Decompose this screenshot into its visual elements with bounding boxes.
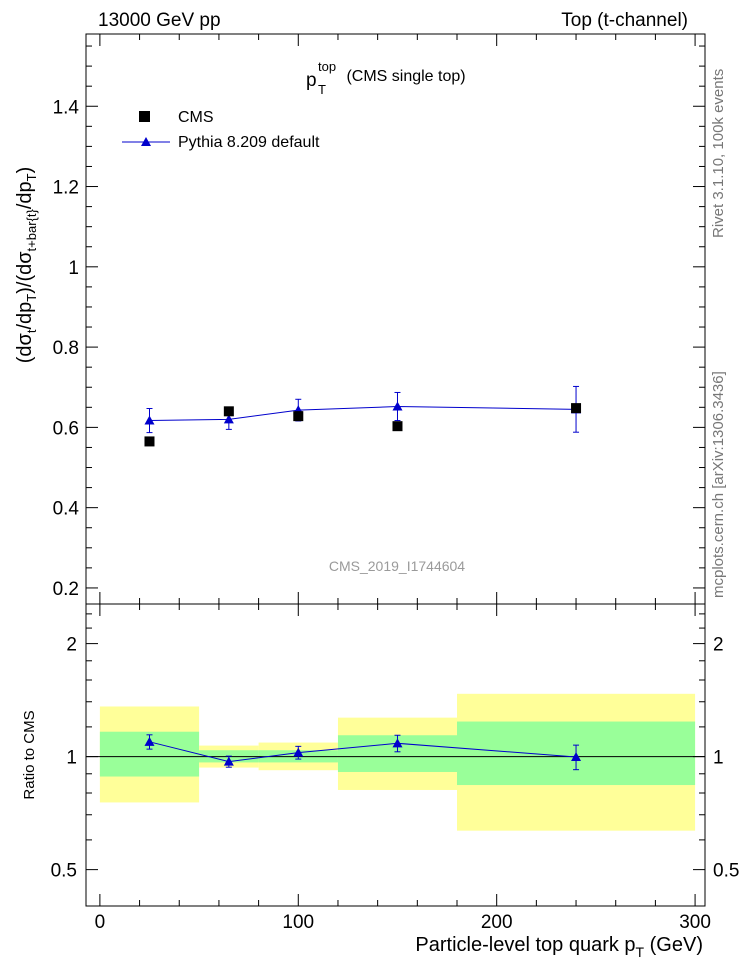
cms-point xyxy=(144,436,155,447)
main-ytick-label-3: 0.8 xyxy=(53,338,79,359)
ratio-ytick-label-left-2: 2 xyxy=(66,635,77,656)
pythia-point xyxy=(144,415,155,425)
ratio-ytick-label-right-1: 1 xyxy=(713,748,724,769)
xtick-label-3: 300 xyxy=(679,912,711,933)
xlabel-main: Particle-level top quark p xyxy=(415,934,635,956)
ratio-bands xyxy=(99,693,696,831)
xtick-label-0: 0 xyxy=(95,912,106,933)
pythia-line xyxy=(149,406,577,422)
legend-label-pythia: Pythia 8.209 default xyxy=(178,134,320,151)
svg-text:p: p xyxy=(306,70,317,91)
xlabel: Particle-level top quark pT (GeV) xyxy=(415,934,703,960)
analysis-watermark: CMS_2019_I1744604 xyxy=(329,558,465,574)
header-right: Top (t-channel) xyxy=(561,10,688,31)
xlabel-sub: T xyxy=(636,944,645,960)
ratio-ylabel: Ratio to CMS xyxy=(21,710,38,799)
xtick-label-2: 200 xyxy=(481,912,513,933)
title-main: p xyxy=(306,70,317,91)
ratio-pythia-point xyxy=(144,736,155,746)
main-ytick-label-1: 0.4 xyxy=(53,499,80,520)
rivet-label: Rivet 3.1.10, 100k events xyxy=(710,69,727,238)
ratio-pythia-point xyxy=(392,738,403,748)
cms-point xyxy=(571,403,582,414)
main-ylabel: (dσt/dpT)/(dσt+bar{t}/dpT) xyxy=(14,167,39,364)
pythia-point xyxy=(392,401,403,411)
legend-marker-pythia xyxy=(141,137,151,146)
ratio-pythia-point xyxy=(223,756,234,766)
title-rest: (CMS single top) xyxy=(342,68,466,85)
ratio-pythia-point xyxy=(293,747,304,757)
ratio-series xyxy=(144,734,582,771)
cms-point xyxy=(223,406,234,417)
title-sub: T xyxy=(318,82,326,97)
title-sup: top xyxy=(318,59,336,74)
pythia-point xyxy=(223,414,234,424)
main-ytick-label-6: 1.4 xyxy=(53,97,80,118)
legend-label-cms: CMS xyxy=(178,109,214,126)
xlabel-rest: (GeV) xyxy=(644,934,703,956)
header-left: 13000 GeV pp xyxy=(98,10,221,31)
ratio-plot-frame xyxy=(85,603,706,907)
ratio-ytick-label-right-2: 2 xyxy=(713,635,724,656)
ratio-ytick-label-left-0: 0.5 xyxy=(51,861,77,882)
legend-marker-cms xyxy=(139,111,150,122)
main-series xyxy=(144,385,582,447)
ratio-axes: 0.5 0.5 1 1 2 2 0 100 200 300 xyxy=(51,604,739,933)
main-ytick-label-5: 1.2 xyxy=(53,178,79,199)
main-ytick-label-2: 0.6 xyxy=(53,418,79,439)
cms-point xyxy=(392,421,403,432)
main-ytick-label-4: 1 xyxy=(68,258,79,279)
ratio-pythia-point xyxy=(571,751,582,761)
main-ytick-label-0: 0.2 xyxy=(53,579,79,600)
cms-point xyxy=(293,411,304,422)
xtick-label-1: 100 xyxy=(282,912,314,933)
main-plot-title: p top T (CMS single top) xyxy=(306,59,466,97)
ratio-ytick-label-right-0: 0.5 xyxy=(713,861,739,882)
ratio-ytick-label-left-1: 1 xyxy=(66,748,77,769)
mcplots-label: mcplots.cern.ch [arXiv:1306.3436] xyxy=(710,371,727,598)
legend: CMS Pythia 8.209 default xyxy=(122,109,320,151)
main-axes: 0.2 0.4 0.6 0.8 1 1.2 1.4 xyxy=(53,34,705,604)
